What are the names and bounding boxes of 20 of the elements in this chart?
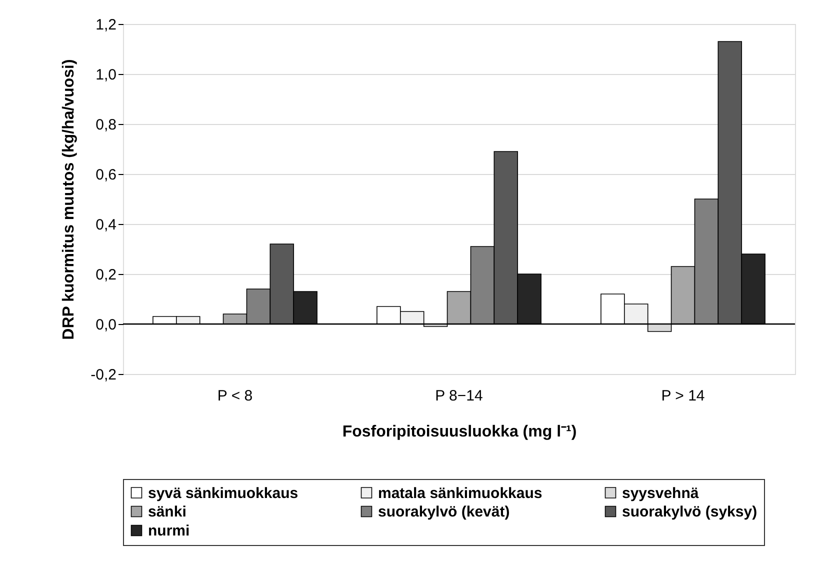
x-tick-label: P > 14	[661, 388, 705, 404]
x-tick-label: P 8−14	[435, 388, 483, 404]
x-axis-title: Fosforipitoisuusluokka (mg l⁻¹)	[342, 424, 577, 440]
y-tick-label: 1,2	[96, 16, 116, 34]
y-tick-label: 1,0	[96, 66, 116, 84]
y-tick-label: 0,6	[96, 166, 116, 184]
y-tick-label: -0,2	[90, 366, 116, 384]
legend-label: syvä sänkimuokkaus	[148, 484, 298, 502]
y-tick-label: 0,4	[96, 216, 116, 234]
y-tick-label: 0,2	[96, 266, 116, 284]
legend-label: suorakylvö (kevät)	[378, 504, 510, 520]
y-tick-label: 0,8	[96, 116, 116, 134]
y-tick-label: 0,0	[96, 316, 116, 334]
legend-label: sänki	[148, 504, 186, 520]
x-tick-label: P < 8	[217, 388, 253, 404]
legend-label: syysvehnä	[622, 484, 700, 502]
y-axis-title: DRP kuormitus muutos (kg/ha/vuosi)	[60, 59, 78, 340]
legend-label: nurmi	[148, 522, 190, 540]
legend-label: matala sänkimuokkaus	[378, 484, 542, 502]
legend-label: suorakylvö (syksy)	[622, 504, 758, 520]
